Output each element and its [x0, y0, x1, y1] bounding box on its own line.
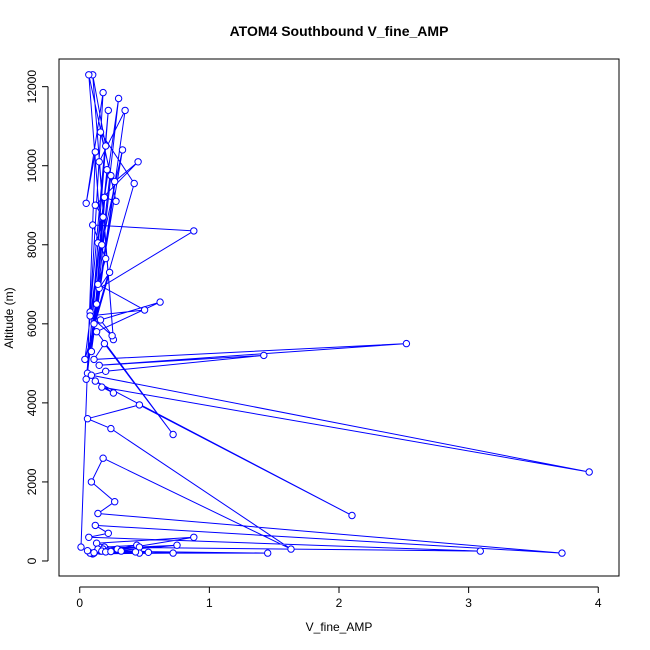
series-layer	[77, 71, 593, 558]
data-point	[156, 298, 164, 306]
y-tick-label: 0	[25, 557, 39, 564]
data-point	[190, 227, 198, 235]
data-point	[90, 549, 98, 557]
data-point	[107, 171, 115, 180]
data-point	[92, 539, 101, 547]
data-point	[103, 166, 111, 174]
data-point	[85, 533, 93, 541]
data-point	[96, 316, 105, 324]
series-line	[80, 74, 590, 555]
data-point	[112, 197, 120, 206]
data-point	[108, 332, 116, 340]
x-axis-label: V_fine_AMP	[306, 620, 373, 634]
data-point	[83, 547, 92, 555]
data-point	[173, 541, 181, 549]
data-point	[111, 498, 119, 506]
data-point	[102, 254, 110, 263]
data-point	[92, 300, 101, 308]
data-point	[77, 543, 85, 551]
data-point	[402, 339, 411, 348]
data-point	[91, 377, 100, 385]
data-point	[135, 401, 144, 409]
data-point	[94, 509, 102, 518]
data-point	[130, 179, 138, 188]
data-point	[107, 547, 115, 556]
data-point	[134, 158, 142, 166]
data-point	[111, 177, 119, 186]
data-point	[98, 383, 106, 391]
data-point	[81, 355, 89, 364]
data-point	[87, 371, 96, 379]
data-point	[99, 88, 107, 97]
y-tick-label: 6000	[25, 310, 39, 337]
data-point	[118, 146, 127, 154]
y-tick-label: 12000	[25, 70, 39, 104]
data-point	[348, 511, 356, 520]
data-point	[102, 367, 110, 375]
data-point	[117, 547, 125, 555]
data-point	[114, 94, 123, 103]
y-tick-label: 2000	[25, 468, 39, 495]
data-point	[476, 547, 484, 555]
data-point	[260, 351, 268, 360]
data-point	[144, 548, 153, 556]
data-point	[121, 106, 129, 115]
data-point	[558, 549, 566, 557]
data-point	[90, 320, 98, 328]
data-point	[100, 193, 109, 202]
y-tick-label: 8000	[25, 231, 39, 258]
data-point	[82, 199, 90, 208]
data-point	[83, 415, 92, 423]
data-point	[264, 549, 272, 557]
data-point	[107, 424, 115, 433]
y-axis-label: Altitude (m)	[2, 287, 16, 348]
y-tick-label: 10000	[25, 149, 39, 183]
data-point	[96, 128, 105, 136]
data-point	[100, 339, 109, 348]
data-point	[287, 545, 295, 553]
data-point	[585, 468, 593, 476]
data-point	[90, 355, 98, 364]
data-point	[104, 529, 113, 537]
x-axis: 0 1 2 3 4	[76, 586, 602, 610]
data-point	[91, 521, 100, 530]
x-tick-label: 0	[76, 596, 83, 610]
data-point	[169, 430, 177, 439]
data-point	[99, 213, 107, 221]
data-point	[104, 106, 113, 115]
y-axis: 0 2000 4000 6000 8000 10000 12000	[25, 70, 49, 564]
data-point	[94, 280, 102, 288]
data-point	[95, 158, 103, 166]
data-point	[105, 268, 114, 277]
data-point	[82, 375, 90, 383]
plot-frame	[58, 58, 620, 577]
data-point	[102, 142, 110, 150]
data-point	[89, 221, 97, 229]
data-point	[99, 454, 107, 462]
data-point	[92, 328, 101, 336]
data-point	[140, 306, 149, 314]
data-point	[169, 549, 177, 557]
data-point	[86, 312, 94, 320]
data-point	[190, 533, 198, 541]
x-tick-label: 3	[465, 596, 472, 610]
data-point	[95, 361, 103, 369]
data-point	[85, 71, 93, 79]
x-tick-label: 1	[206, 596, 213, 610]
data-point	[98, 241, 106, 249]
y-tick-label: 4000	[25, 389, 39, 416]
data-point	[87, 478, 96, 486]
x-tick-label: 4	[595, 596, 602, 610]
data-point	[131, 548, 140, 556]
data-point	[91, 148, 100, 156]
data-point	[87, 347, 96, 356]
data-point	[109, 389, 118, 397]
data-point	[91, 201, 100, 209]
x-tick-label: 2	[336, 596, 343, 610]
chart-title: ATOM4 Southbound V_fine_AMP	[230, 23, 449, 39]
